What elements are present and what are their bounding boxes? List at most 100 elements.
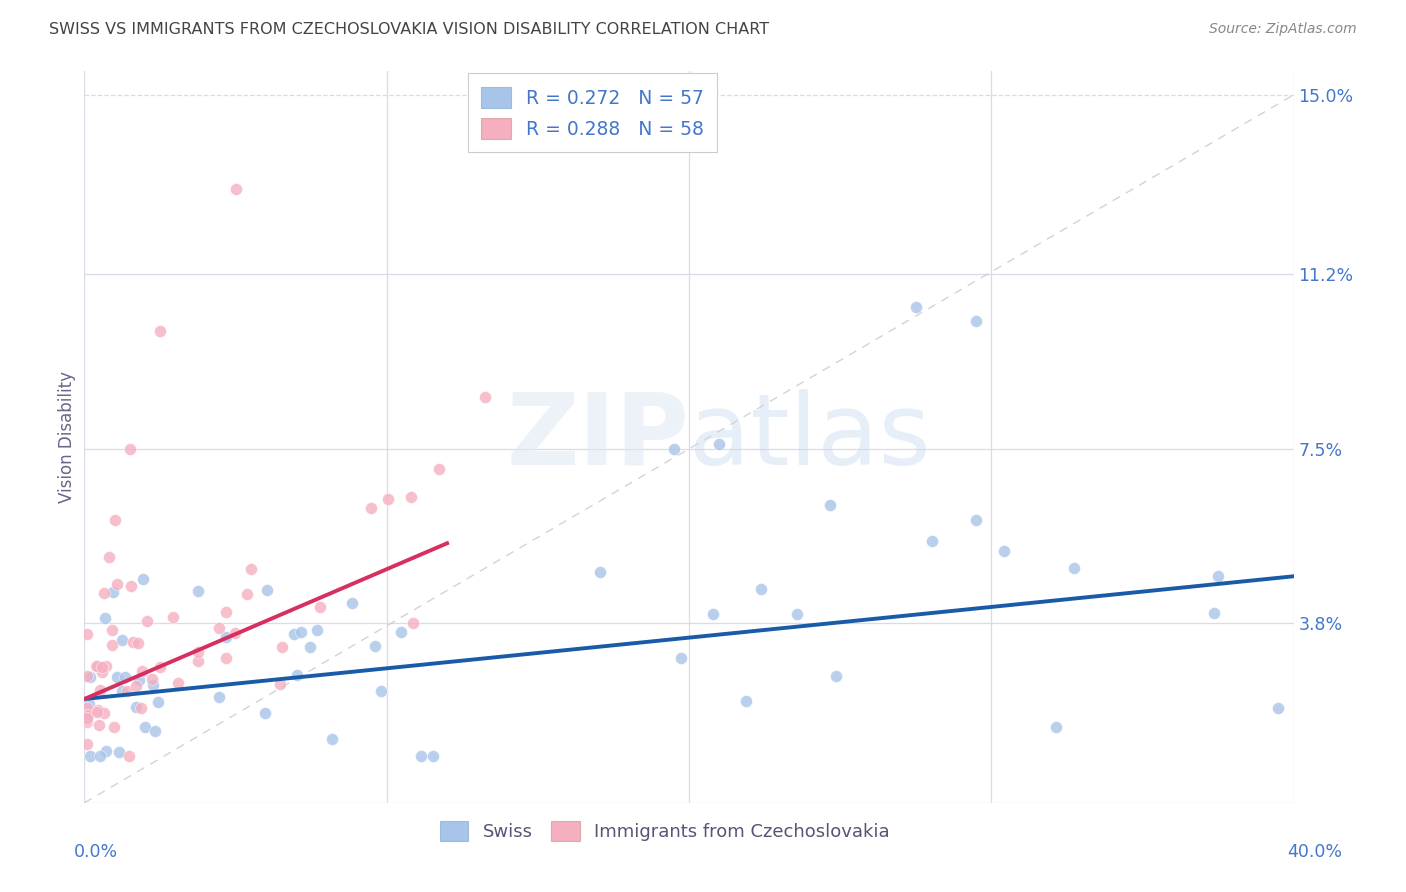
Point [307, 624, 329, 638]
Point [101, 585, 124, 599]
Point [100, 624, 122, 638]
Point [125, 680, 148, 694]
Point [76, 711, 98, 725]
Text: 40.0%: 40.0% [1286, 843, 1343, 861]
Point [253, 706, 276, 720]
Point [965, 314, 987, 328]
Point [820, 498, 842, 512]
Point [107, 670, 129, 684]
Point [128, 673, 150, 687]
Point [127, 636, 149, 650]
Point [589, 565, 612, 579]
Point [225, 182, 247, 196]
Point [103, 720, 125, 734]
Point [149, 660, 172, 674]
Point [402, 615, 425, 630]
Point [167, 676, 190, 690]
Point [290, 624, 312, 639]
Point [118, 748, 141, 763]
Point [749, 582, 772, 596]
Point [734, 694, 756, 708]
Point [224, 625, 246, 640]
Point [285, 667, 308, 681]
Point [77, 707, 100, 722]
Point [993, 544, 1015, 558]
Point [93, 586, 115, 600]
Point [1204, 606, 1226, 620]
Point [208, 621, 231, 635]
Point [283, 627, 305, 641]
Point [824, 669, 846, 683]
Point [669, 650, 692, 665]
Point [309, 599, 332, 614]
Point [215, 605, 238, 619]
Text: Source: ZipAtlas.com: Source: ZipAtlas.com [1209, 22, 1357, 37]
Point [1045, 719, 1067, 733]
Point [94, 744, 117, 758]
Point [90, 665, 112, 680]
Point [360, 501, 382, 516]
Point [215, 630, 238, 644]
Text: atlas: atlas [689, 389, 931, 485]
Point [422, 748, 444, 763]
Point [921, 533, 943, 548]
Point [87, 703, 110, 717]
Point [134, 720, 156, 734]
Point [135, 615, 157, 629]
Point [427, 462, 450, 476]
Point [89, 748, 111, 763]
Point [214, 651, 236, 665]
Point [240, 561, 263, 575]
Point [84, 659, 107, 673]
Point [76, 713, 98, 727]
Point [709, 437, 731, 451]
Point [105, 577, 128, 591]
Point [389, 624, 412, 639]
Text: ZIP: ZIP [506, 389, 689, 485]
Point [143, 724, 166, 739]
Point [162, 610, 184, 624]
Text: SWISS VS IMMIGRANTS FROM CZECHOSLOVAKIA VISION DISABILITY CORRELATION CHART: SWISS VS IMMIGRANTS FROM CZECHOSLOVAKIA … [49, 22, 769, 37]
Point [131, 664, 153, 678]
Point [236, 587, 259, 601]
Point [91, 660, 114, 674]
Point [340, 596, 363, 610]
Point [148, 695, 170, 709]
Point [79, 748, 101, 763]
Point [256, 582, 278, 597]
Point [269, 677, 291, 691]
Point [187, 645, 209, 659]
Point [187, 584, 209, 599]
Point [76, 626, 98, 640]
Point [76, 714, 98, 729]
Point [111, 684, 134, 698]
Point [86, 659, 108, 673]
Point [107, 745, 129, 759]
Point [321, 732, 343, 747]
Point [97, 550, 120, 565]
Point [364, 639, 387, 653]
Point [129, 701, 152, 715]
Point [409, 748, 432, 763]
Point [370, 683, 392, 698]
Point [118, 442, 141, 456]
Point [299, 640, 322, 654]
Point [187, 654, 209, 668]
Point [1267, 701, 1289, 715]
Y-axis label: Vision Disability: Vision Disability [58, 371, 76, 503]
Point [93, 706, 115, 721]
Point [76, 701, 98, 715]
Point [86, 706, 108, 720]
Point [1063, 560, 1085, 574]
Point [94, 659, 117, 673]
Point [114, 670, 136, 684]
Point [132, 572, 155, 586]
Point [79, 697, 101, 711]
Point [702, 607, 724, 622]
Point [89, 683, 111, 698]
Point [149, 324, 172, 338]
Point [474, 391, 496, 405]
Point [76, 669, 98, 683]
Point [93, 611, 115, 625]
Point [1206, 569, 1229, 583]
